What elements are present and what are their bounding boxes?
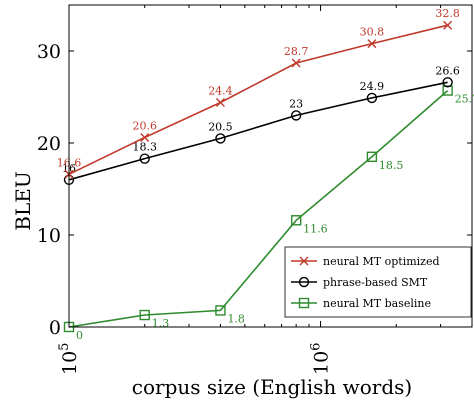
legend-marker [298,297,310,309]
legend-marker [298,276,310,288]
data-label: 24.9 [360,80,385,93]
data-label: 18.3 [132,141,157,154]
data-point [215,133,226,144]
data-label: 20.5 [208,120,233,133]
legend-entry: phrase-based SMT [291,276,428,289]
data-label: 26.6 [435,64,460,77]
plot-frame [68,4,473,328]
marker-stroke [140,132,150,142]
legend-entry: neural MT optimized [291,255,440,268]
data-point [367,39,377,49]
data-label: 11.6 [303,222,328,235]
data-label: 20.6 [132,119,157,132]
data-point [139,153,150,164]
data-point [366,92,378,104]
data-point [366,151,378,163]
data-label: 1.8 [227,312,245,325]
marker-stroke [443,20,453,30]
data-label: 1.3 [152,317,170,330]
series-line [68,89,449,328]
data-label: 18.5 [379,159,404,172]
y-tick-label: 20 [37,133,61,155]
marker-stroke [367,39,377,49]
series-line [68,24,448,176]
data-label: 25.7 [455,93,474,106]
data-label: 0 [76,329,83,342]
legend-label: neural MT baseline [323,297,431,310]
data-point [291,58,301,68]
y-tick-label: 10 [37,225,61,247]
y-tick-label: 30 [37,41,61,63]
series-x: 16.620.624.428.730.832.8 [57,7,460,179]
y-axis-title: BLEU [11,171,35,230]
data-point [442,85,453,96]
data-point [215,98,225,108]
legend: neural MT optimized phrase-based SMT neura… [284,246,472,318]
data-point [140,132,150,142]
data-label: 24.4 [208,85,233,98]
legend-marker [299,256,309,266]
data-label: 32.8 [435,7,460,20]
data-label: 30.8 [360,26,385,39]
data-point [215,305,226,316]
data-point [139,309,150,321]
x-axis-title: corpus size (English words) [132,375,412,399]
data-label: 23 [289,97,303,110]
marker-stroke [291,58,301,68]
y-tick-label: 0 [49,317,61,339]
data-point [443,20,453,30]
data-label: 28.7 [284,45,309,58]
legend-label: phrase-based SMT [323,276,428,289]
legend-label: neural MT optimized [323,255,440,268]
axis-layer: 0 10 20 30 105 106 [37,4,473,375]
data-point [290,110,302,121]
x-tick-label: 106 [309,343,333,375]
marker-stroke [215,98,225,108]
legend-entry: neural MT baseline [291,297,431,310]
x-tick-label: 105 [57,343,81,375]
data-point [290,215,302,226]
marker-stroke [299,256,309,266]
data-point [442,77,453,88]
series-line [68,81,448,181]
